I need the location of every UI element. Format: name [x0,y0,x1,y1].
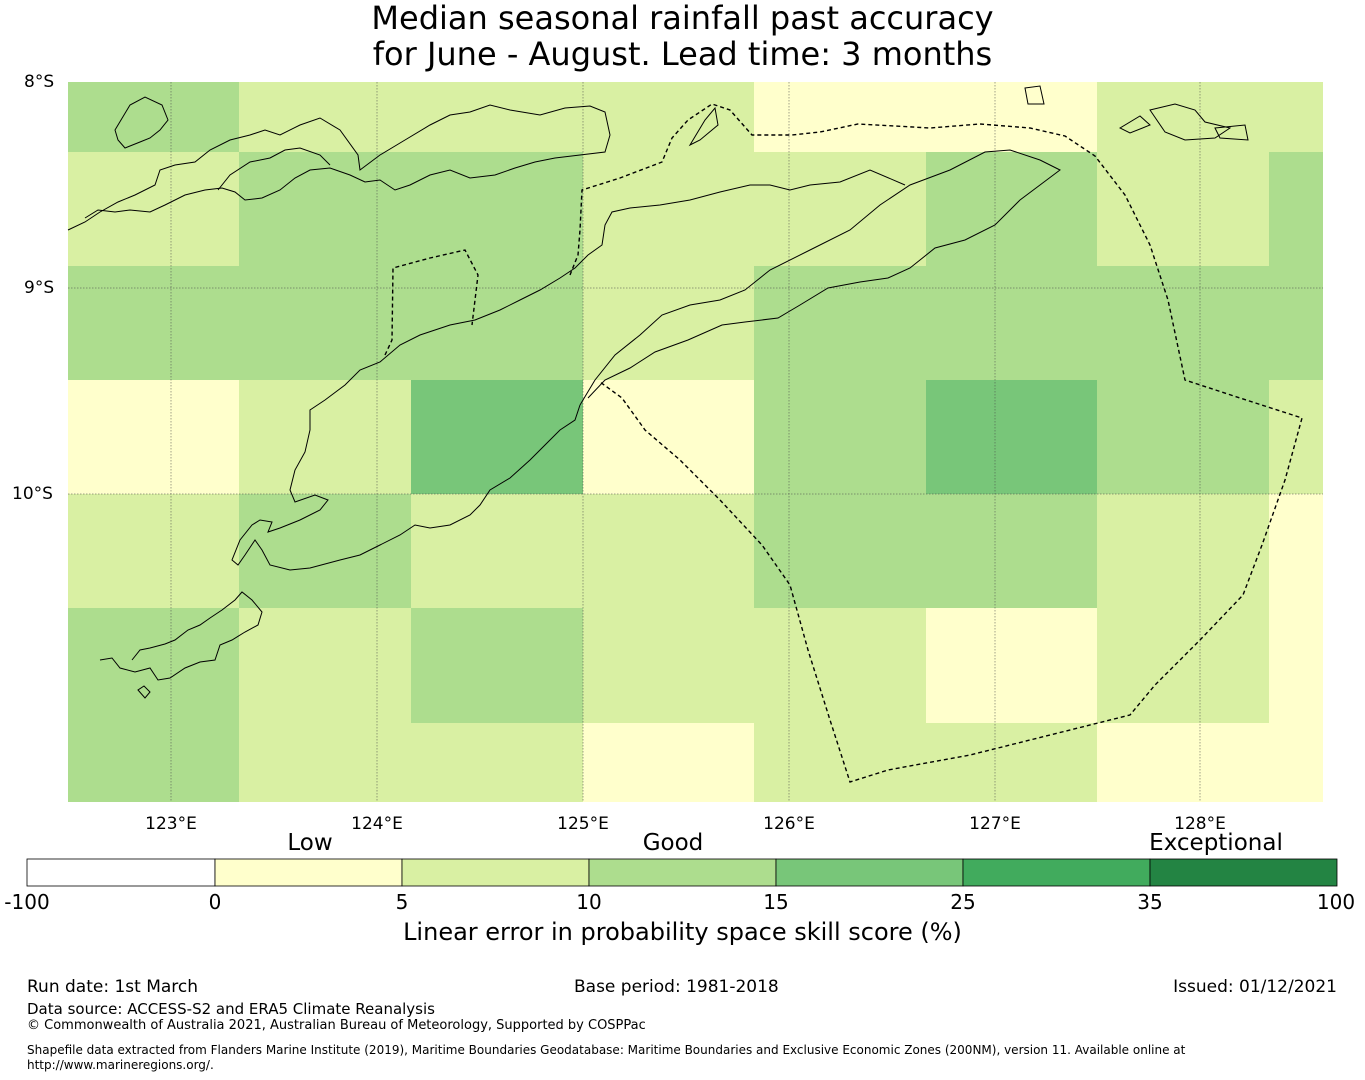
colorbar-segment [401,858,590,887]
grid-cell [239,723,411,802]
grid-cell [754,266,926,380]
grid-cell [926,494,1097,608]
grid-cell [68,380,239,494]
grid-cell [68,82,239,152]
grid-cell [239,380,411,494]
grid-cell [754,723,926,802]
grid-cell [411,82,583,152]
map-title-line1: Median seasonal rainfall past accuracy [371,0,994,37]
lon-label-123e: 123°E [145,814,197,834]
grid-cell [583,82,754,152]
grid-cell [239,266,411,380]
category-low: Low [287,830,333,856]
colorbar-segment [26,858,216,887]
lat-label-10s: 10°S [12,484,53,504]
grid-cell [239,82,411,152]
cbar-tick: 10 [576,890,602,914]
grid-cell [239,494,411,608]
colorbar [26,858,1338,887]
skill-grid [68,82,1323,802]
grid-cell [583,380,754,494]
colorbar-segment [214,858,403,887]
cbar-tick: 35 [1137,890,1163,914]
cbar-tick: 15 [763,890,789,914]
run-date: Run date: 1st March [27,977,199,997]
category-good: Good [642,830,704,856]
grid-cell [411,723,583,802]
grid-cell [411,608,583,723]
data-source: Data source: ACCESS-S2 and ERA5 Climate … [27,1000,435,1018]
grid-cell [754,494,926,608]
grid-cell [1097,266,1269,380]
grid-cell [926,723,1097,802]
cbar-tick: 25 [950,890,976,914]
grid-cell [1097,82,1269,152]
grid-cell [583,152,754,266]
grid-cell [583,494,754,608]
grid-cell [583,266,754,380]
map-title-line2: for June - August. Lead time: 3 months [372,35,993,73]
copyright: © Commonwealth of Australia 2021, Austra… [27,1018,646,1033]
grid-cell [68,608,239,723]
grid-cell [583,608,754,723]
colorbar-segment [962,858,1151,887]
grid-cell [68,494,239,608]
lon-label-128e: 128°E [1174,814,1226,834]
grid-cell [411,494,583,608]
grid-cell [239,152,411,266]
grid-cell [1097,152,1269,266]
grid-cell [1269,266,1323,380]
grid-cell [926,608,1097,723]
lon-label-125e: 125°E [557,814,609,834]
grid-cell [1269,723,1323,802]
issued-date: Issued: 01/12/2021 [1173,977,1337,997]
eez-boundary [384,103,1303,783]
grid-cell [1097,494,1269,608]
grid-cell [1269,608,1323,723]
grid-cell [411,266,583,380]
colorbar-segment [1149,858,1338,887]
grid-cell [1269,152,1323,266]
grid-cell [1269,494,1323,608]
grid-cell [411,152,583,266]
lon-label-127e: 127°E [969,814,1021,834]
grid-cell [926,380,1097,494]
colorbar-segment [588,858,777,887]
grid-cell [1269,82,1323,152]
colorbar-title: Linear error in probability space skill … [403,918,962,946]
cbar-tick: 5 [395,890,409,914]
grid-cell [926,266,1097,380]
grid-cell [583,723,754,802]
cbar-tick: 0 [208,890,222,914]
grid-cell [68,266,239,380]
grid-cell [239,608,411,723]
cbar-tick: -100 [4,890,50,914]
grid-cell [1097,380,1269,494]
grid-cell [68,723,239,802]
grid-cell [754,82,926,152]
lat-label-8s: 8°S [24,72,55,92]
grid-cell [754,608,926,723]
lon-label-124e: 124°E [351,814,403,834]
shapefile-credit: Shapefile data extracted from Flanders M… [27,1043,1186,1072]
grid-cell [926,82,1097,152]
grid-cell [1269,380,1323,494]
base-period: Base period: 1981-2018 [574,977,779,997]
grid-cell [1097,723,1269,802]
grid-cell [411,380,583,494]
lat-label-9s: 9°S [24,278,55,298]
grid-cell [754,152,926,266]
grid-cell [68,152,239,266]
cbar-tick: 100 [1316,890,1356,914]
lon-label-126e: 126°E [763,814,815,834]
grid-cell [754,380,926,494]
category-exceptional: Exceptional [1149,830,1283,856]
coastlines [67,85,1249,699]
colorbar-segment [775,858,964,887]
grid-cell [1097,608,1269,723]
